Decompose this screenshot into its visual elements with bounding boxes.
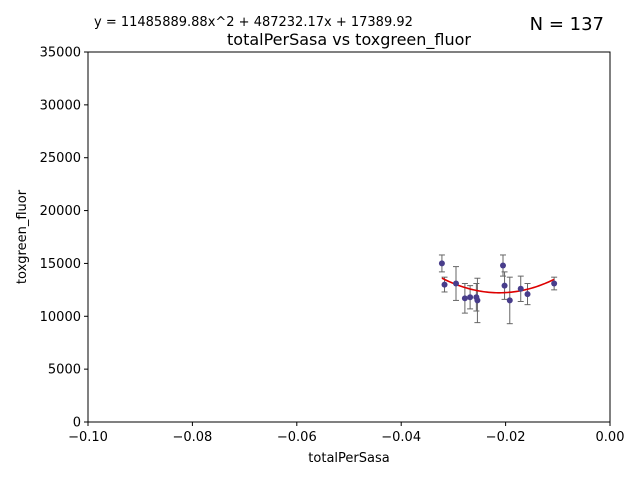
x-axis: −0.10 −0.08 −0.06 −0.04 −0.02 0.00 xyxy=(68,422,624,445)
data-point xyxy=(453,280,460,287)
x-tick-label: 0.00 xyxy=(596,430,625,445)
fit-curve xyxy=(441,277,555,294)
data-point xyxy=(501,282,508,289)
data-point xyxy=(441,281,448,288)
x-tick-label: −0.06 xyxy=(277,430,317,445)
x-tick-label: −0.10 xyxy=(68,430,108,445)
data-point xyxy=(461,295,468,302)
chart-title: totalPerSasa vs toxgreen_fluor xyxy=(227,30,471,50)
data-point xyxy=(551,280,558,287)
y-tick-label: 35000 xyxy=(40,46,81,61)
y-tick-label: 30000 xyxy=(40,98,81,113)
data-point xyxy=(474,297,481,304)
y-tick-label: 0 xyxy=(73,416,81,431)
data-point xyxy=(438,260,445,267)
y-axis-label: toxgreen_fluor xyxy=(15,189,30,284)
data-point xyxy=(517,285,524,292)
x-tick-label: −0.02 xyxy=(486,430,526,445)
y-tick-label: 20000 xyxy=(40,204,81,219)
y-axis: 0 5000 10000 15000 20000 25000 30000 35000 xyxy=(40,46,88,431)
y-tick-label: 10000 xyxy=(40,310,81,325)
x-tick-label: −0.04 xyxy=(381,430,421,445)
data-point xyxy=(506,297,513,304)
plot-frame xyxy=(87,51,611,423)
sample-count: N = 137 xyxy=(530,14,604,35)
data-point xyxy=(467,294,474,301)
y-tick-label: 5000 xyxy=(48,363,81,378)
plot-area xyxy=(438,254,558,325)
x-tick-label: −0.08 xyxy=(172,430,212,445)
x-axis-label: totalPerSasa xyxy=(308,451,389,466)
data-point xyxy=(499,262,506,269)
data-point xyxy=(524,291,531,298)
y-tick-label: 15000 xyxy=(40,257,81,272)
y-tick-label: 25000 xyxy=(40,151,81,166)
fit-equation: y = 11485889.88x^2 + 487232.17x + 17389.… xyxy=(94,15,413,30)
